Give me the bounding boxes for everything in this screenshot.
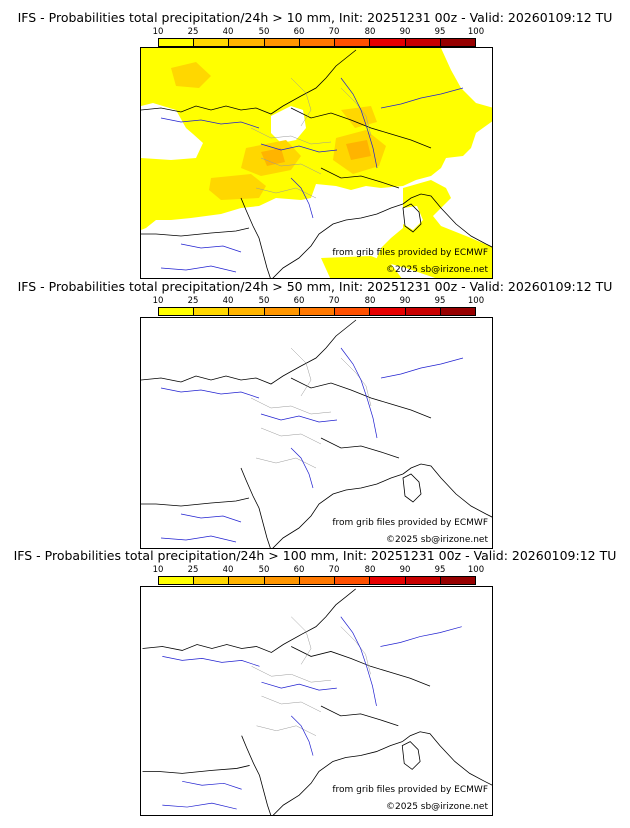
colorbar-segment xyxy=(229,39,265,46)
colorbar xyxy=(158,307,476,316)
colorbar-segment xyxy=(159,39,195,46)
colorbar-segment xyxy=(370,577,406,584)
colorbar-segment xyxy=(370,308,406,315)
tick-label: 70 xyxy=(328,27,340,37)
copyright-credit: ©2025 sb@irizone.net xyxy=(386,535,488,545)
colorbar-segment xyxy=(299,577,336,584)
data-credit: from grib files provided by ECMWF xyxy=(332,518,488,528)
tick-label: 80 xyxy=(364,565,376,575)
tick-label: 40 xyxy=(222,296,234,306)
admin-boundaries xyxy=(250,347,372,469)
rivers xyxy=(162,616,462,810)
colorbar-segment xyxy=(335,308,371,315)
colorbar-segment xyxy=(440,577,475,584)
tick-label: 80 xyxy=(364,27,376,37)
colorbar-segment xyxy=(264,39,300,46)
coastlines xyxy=(141,49,492,278)
colorbar-segment xyxy=(229,308,265,315)
colorbar-segment xyxy=(440,39,475,46)
tick-label: 10 xyxy=(152,296,164,306)
map-canvas xyxy=(142,588,492,815)
tick-label: 60 xyxy=(293,565,305,575)
colorbar-segment xyxy=(194,577,230,584)
tick-label: 10 xyxy=(152,565,164,575)
tick-label: 40 xyxy=(222,27,234,37)
panel-title: IFS - Probabilities total precipitation/… xyxy=(13,548,617,563)
tick-label: 95 xyxy=(434,296,446,306)
colorbar-segment xyxy=(405,308,441,315)
coastlines xyxy=(142,588,492,815)
colorbar-segment xyxy=(335,39,371,46)
precip-shading xyxy=(141,48,492,278)
tick-label: 60 xyxy=(293,27,305,37)
tick-label: 50 xyxy=(258,296,270,306)
tick-label: 95 xyxy=(434,27,446,37)
colorbar-segment xyxy=(335,577,371,584)
panel-title: IFS - Probabilities total precipitation/… xyxy=(17,279,613,294)
copyright-credit: ©2025 sb@irizone.net xyxy=(386,802,488,812)
tick-label: 100 xyxy=(467,565,485,575)
probability-map: from grib files provided by ECMWF ©2025 … xyxy=(140,586,493,816)
colorbar-segment xyxy=(405,577,441,584)
colorbar-segment xyxy=(194,308,230,315)
colorbar-segment xyxy=(159,577,195,584)
map-canvas xyxy=(141,48,492,278)
copyright-credit: ©2025 sb@irizone.net xyxy=(386,265,488,275)
colorbar-segment xyxy=(299,308,336,315)
tick-label: 25 xyxy=(187,296,199,306)
tick-label: 10 xyxy=(152,27,164,37)
tick-label: 50 xyxy=(258,27,270,37)
tick-label: 25 xyxy=(187,27,199,37)
tick-label: 95 xyxy=(434,565,446,575)
colorbar-segment xyxy=(405,39,441,46)
coastlines xyxy=(141,319,492,548)
tick-label: 90 xyxy=(399,27,411,37)
colorbar-ticks: 10 25 40 50 60 70 80 90 95 100 xyxy=(153,565,485,576)
probability-map: from grib files provided by ECMWF ©2025 … xyxy=(140,317,493,549)
colorbar-ticks: 10 25 40 50 60 70 80 90 95 100 xyxy=(153,296,485,307)
tick-label: 50 xyxy=(258,565,270,575)
colorbar-ticks: 10 25 40 50 60 70 80 90 95 100 xyxy=(153,27,485,38)
map-canvas xyxy=(141,319,492,548)
colorbar-segment xyxy=(440,308,475,315)
colorbar-segment xyxy=(299,39,336,46)
tick-label: 90 xyxy=(399,565,411,575)
colorbar xyxy=(158,576,476,585)
tick-label: 80 xyxy=(364,296,376,306)
data-credit: from grib files provided by ECMWF xyxy=(332,785,488,795)
panel-100mm: IFS - Probabilities total precipitation/… xyxy=(0,548,630,818)
panel-title: IFS - Probabilities total precipitation/… xyxy=(17,10,613,25)
panel-50mm: IFS - Probabilities total precipitation/… xyxy=(0,279,630,549)
tick-label: 60 xyxy=(293,296,305,306)
probability-map: from grib files provided by ECMWF ©2025 … xyxy=(140,47,493,279)
panel-10mm: IFS - Probabilities total precipitation/… xyxy=(0,10,630,280)
tick-label: 90 xyxy=(399,296,411,306)
colorbar-segment xyxy=(370,39,406,46)
tick-label: 25 xyxy=(187,565,199,575)
colorbar-segment xyxy=(159,308,195,315)
tick-label: 100 xyxy=(467,27,485,37)
tick-label: 70 xyxy=(328,296,340,306)
rivers xyxy=(160,77,464,273)
colorbar-segment xyxy=(194,39,230,46)
colorbar-segment xyxy=(229,577,265,584)
tick-label: 100 xyxy=(467,296,485,306)
tick-label: 40 xyxy=(222,565,234,575)
colorbar xyxy=(158,38,476,47)
tick-label: 70 xyxy=(328,565,340,575)
colorbar-segment xyxy=(264,308,300,315)
data-credit: from grib files provided by ECMWF xyxy=(332,248,488,258)
colorbar-segment xyxy=(264,577,300,584)
admin-boundaries xyxy=(251,616,371,736)
rivers xyxy=(160,347,464,543)
